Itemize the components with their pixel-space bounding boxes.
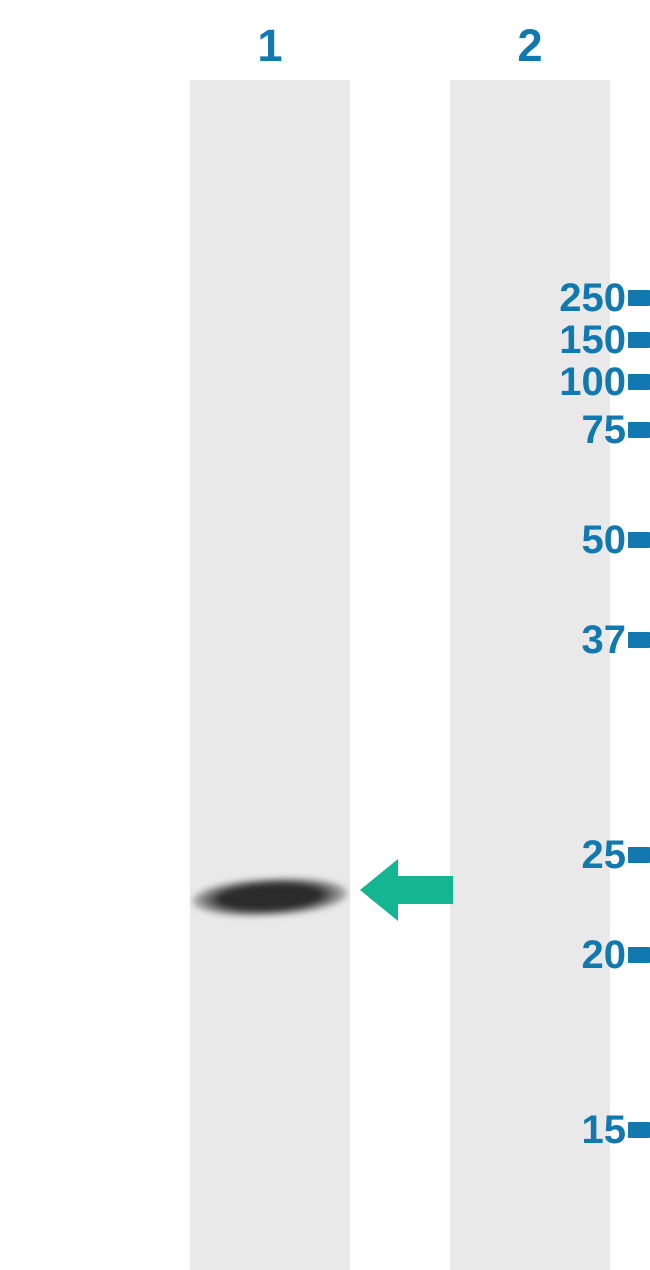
marker-tick-icon xyxy=(628,947,650,963)
marker-tick-icon xyxy=(628,847,650,863)
marker-tick-icon xyxy=(628,290,650,306)
lane-label-2: 2 xyxy=(500,20,560,72)
marker-label: 25 xyxy=(582,833,627,878)
marker-tick-icon xyxy=(628,332,650,348)
arrow-head-icon xyxy=(360,859,398,921)
marker-label: 20 xyxy=(582,933,627,978)
marker-label: 37 xyxy=(582,618,627,663)
arrow-shaft xyxy=(398,876,453,904)
lane-label-1: 1 xyxy=(240,20,300,72)
lane-1 xyxy=(190,80,350,1270)
marker-label: 100 xyxy=(559,360,626,405)
marker-label: 150 xyxy=(559,318,626,363)
marker-row-250: 250 xyxy=(468,278,650,318)
marker-row-37: 37 xyxy=(468,620,650,660)
marker-tick-icon xyxy=(628,632,650,648)
marker-row-75: 75 xyxy=(468,410,650,450)
lane-2 xyxy=(450,80,610,1270)
marker-label: 15 xyxy=(582,1108,627,1153)
marker-label: 75 xyxy=(582,408,627,453)
marker-label: 250 xyxy=(559,276,626,321)
marker-row-50: 50 xyxy=(468,520,650,560)
marker-row-20: 20 xyxy=(468,935,650,975)
marker-row-100: 100 xyxy=(468,362,650,402)
marker-row-150: 150 xyxy=(468,320,650,360)
marker-tick-icon xyxy=(628,374,650,390)
marker-label: 50 xyxy=(582,518,627,563)
marker-tick-icon xyxy=(628,1122,650,1138)
marker-tick-icon xyxy=(628,532,650,548)
band-arrow xyxy=(360,859,453,921)
marker-row-15: 15 xyxy=(468,1110,650,1150)
western-blot-figure: { "figure": { "width_px": 650, "height_p… xyxy=(0,0,650,1270)
marker-row-25: 25 xyxy=(468,835,650,875)
marker-tick-icon xyxy=(628,422,650,438)
